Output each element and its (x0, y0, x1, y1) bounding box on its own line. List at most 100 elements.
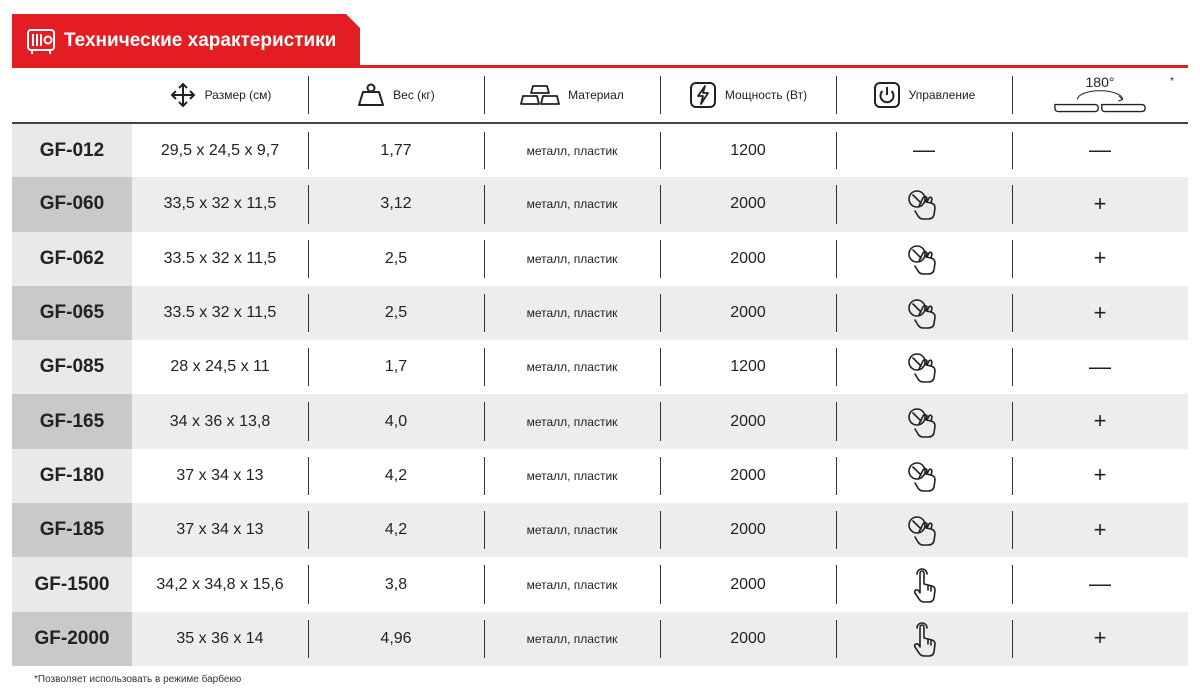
column-divider (1012, 402, 1013, 441)
lightning-icon (689, 81, 717, 109)
cell-model: GF-1500 (12, 557, 132, 612)
cell-weight-value: 4,2 (384, 466, 408, 484)
cell-weight: 4,2 (308, 503, 484, 558)
rotary-knob-icon (904, 190, 944, 221)
column-divider (660, 293, 661, 333)
column-divider (484, 402, 485, 441)
cell-weight: 2,5 (308, 285, 484, 341)
cell-weight: 2,5 (308, 231, 484, 286)
column-divider (1012, 565, 1013, 604)
cell-control (836, 394, 1012, 449)
cell-material-value: металл, пластик (526, 306, 618, 321)
cell-model: GF-065 (12, 285, 132, 341)
table-row: GF-062 33.5 x 32 x 11,5 2,5 металл, пластик… (12, 231, 1188, 286)
cell-grill-value: + (1093, 625, 1107, 651)
cell-weight-value: 1,77 (380, 141, 412, 159)
cell-size: 33,5 x 32 x 11,5 (132, 177, 308, 232)
cell-power-value: 2000 (730, 249, 766, 267)
cell-grill-value: + (1093, 462, 1107, 488)
cell-grill: + (1012, 503, 1188, 558)
cell-control (836, 557, 1012, 612)
power-button-icon (873, 81, 901, 109)
cell-size: 29,5 x 24,5 x 9,7 (132, 123, 308, 178)
column-divider (484, 293, 485, 333)
cell-control (836, 231, 1012, 286)
cell-power: 2000 (660, 231, 836, 286)
cell-grill: + (1012, 231, 1188, 286)
column-divider (308, 511, 309, 550)
cell-power-value: 2000 (730, 412, 766, 430)
cell-material: металл, пластик (484, 394, 660, 449)
column-divider (836, 348, 837, 387)
cell-weight: 3,8 (308, 557, 484, 612)
cell-control (836, 448, 1012, 504)
column-divider (836, 239, 837, 278)
column-divider (660, 239, 661, 278)
cell-weight-value: 3,8 (384, 575, 408, 593)
cell-size-value: 33.5 x 32 x 11,5 (163, 249, 277, 267)
page-title: Технические характеристики (64, 30, 337, 51)
column-divider (660, 132, 661, 170)
cell-material: металл, пластик (484, 285, 660, 341)
column-divider (836, 185, 837, 224)
cell-grill-value: — (1089, 571, 1111, 597)
specs-table: Размер (см) Вес (кг) (12, 68, 1188, 666)
cell-size: 33.5 x 32 x 11,5 (132, 231, 308, 286)
cell-grill-value: — (1089, 137, 1111, 163)
grill-icon (27, 29, 55, 54)
cell-grill: + (1012, 285, 1188, 341)
cell-size-value: 28 x 24,5 x 11 (170, 358, 270, 376)
cell-weight-value: 4,2 (384, 521, 408, 539)
cell-material-value: металл, пластик (526, 577, 618, 592)
cell-material: металл, пластик (484, 611, 660, 666)
cell-power: 1200 (660, 123, 836, 178)
column-divider (836, 619, 837, 658)
cell-material-value: металл, пластик (526, 414, 618, 429)
open-grill-icon (1054, 90, 1146, 113)
touch-finger-icon (904, 567, 944, 603)
column-divider (308, 456, 309, 496)
cell-weight: 3,12 (308, 177, 484, 232)
column-divider (660, 348, 661, 387)
header-material: Материал (484, 68, 660, 123)
cell-power-value: 1200 (730, 358, 766, 376)
cell-size-value: 34,2 x 34,8 x 15,6 (156, 575, 284, 593)
cell-size: 37 x 34 x 13 (132, 503, 308, 558)
column-divider (484, 348, 485, 387)
cell-material: металл, пластик (484, 503, 660, 558)
cell-control: — (836, 123, 1012, 178)
cell-size: 35 x 36 x 14 (132, 611, 308, 666)
cell-power: 2000 (660, 503, 836, 558)
cell-grill: + (1012, 394, 1188, 449)
cell-power-value: 2000 (730, 521, 766, 539)
column-divider (660, 565, 661, 604)
grill-asterisk: * (1170, 76, 1174, 87)
column-divider (308, 132, 309, 170)
cell-weight-value: 3,12 (380, 195, 412, 213)
column-divider (484, 511, 485, 550)
column-divider (1012, 132, 1013, 170)
cell-size-value: 29,5 x 24,5 x 9,7 (160, 141, 280, 159)
cell-weight-value: 1,7 (384, 358, 408, 376)
cell-material-value: металл, пластик (526, 360, 618, 375)
cell-control (836, 611, 1012, 666)
cell-model: GF-185 (12, 503, 132, 558)
title-divider (12, 65, 1188, 68)
column-divider (836, 132, 837, 170)
column-divider (308, 619, 309, 658)
cell-material: металл, пластик (484, 448, 660, 504)
column-divider (308, 348, 309, 387)
cell-model: GF-165 (12, 394, 132, 449)
footnote: *Позволяет использовать в режиме барбекю (34, 674, 242, 685)
column-divider (836, 456, 837, 496)
cell-grill-value: + (1093, 299, 1107, 325)
table-row: GF-085 28 x 24,5 x 11 1,7 металл, пластик 12… (12, 340, 1188, 395)
cell-material-value: металл, пластик (526, 251, 618, 266)
cell-weight: 4,96 (308, 611, 484, 666)
cell-size-value: 33,5 x 32 x 11,5 (163, 195, 277, 213)
column-divider (484, 185, 485, 224)
cell-weight-value: 2,5 (384, 304, 408, 322)
header-control-label: Управление (908, 88, 976, 102)
column-divider (308, 293, 309, 333)
cell-material-value: металл, пластик (526, 631, 618, 646)
